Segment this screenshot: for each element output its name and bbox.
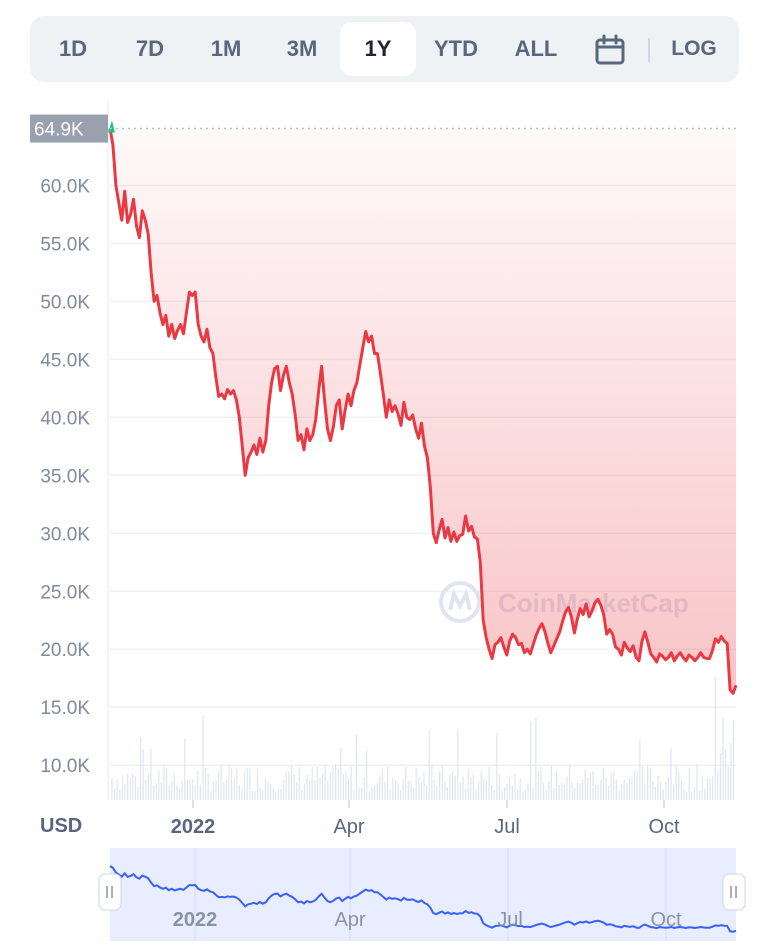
price-area-fill	[110, 128, 736, 694]
x-axis-labels: 2022 Apr Jul Oct	[171, 816, 680, 838]
max-price-label-box	[30, 114, 108, 143]
navigator-x-labels: 2022 Apr Jul Oct	[173, 909, 682, 931]
range-1m-button[interactable]: 1M	[210, 36, 242, 61]
y-tick-label: 20.0K	[40, 640, 90, 661]
navigator-line	[109, 865, 737, 933]
navigator-x-label: Jul	[497, 909, 523, 931]
range-3m-button[interactable]: 3M	[286, 36, 318, 61]
high-point-marker	[108, 120, 115, 133]
toolbar-divider	[648, 38, 650, 62]
y-tick-label: 45.0K	[40, 350, 90, 371]
range-1y-button[interactable]: 1Y	[340, 22, 416, 76]
x-tick-label: Apr	[333, 816, 364, 838]
navigator-x-label: 2022	[173, 909, 218, 931]
y-tick-label: 40.0K	[40, 408, 90, 429]
time-range-toolbar: 1D 7D 1M 3M 1Y YTD ALL LOG	[30, 16, 739, 82]
navigator-left-handle[interactable]	[98, 873, 122, 911]
y-tick-label: 35.0K	[40, 466, 90, 487]
y-tick-label: 55.0K	[40, 234, 90, 255]
y-tick-label: 15.0K	[40, 698, 90, 719]
currency-label: USD	[40, 815, 82, 837]
y-tick-label: 10.0K	[40, 756, 90, 777]
range-1d-button[interactable]: 1D	[58, 36, 88, 61]
y-axis-labels: 10.0K 15.0K 20.0K 25.0K 30.0K 35.0K 40.0K 45.0K…	[40, 176, 90, 777]
x-tick-label: Jul	[494, 816, 520, 838]
navigator-x-label: Oct	[650, 909, 682, 931]
price-line	[108, 128, 738, 695]
calendar-icon[interactable]	[593, 33, 627, 67]
range-all-button[interactable]: ALL	[514, 36, 558, 61]
range-navigator[interactable]: 2022 Apr Jul Oct	[98, 848, 746, 941]
x-tick-label: Oct	[648, 816, 680, 838]
y-tick-label: 30.0K	[40, 524, 90, 545]
volume-bars	[111, 676, 735, 800]
log-scale-button[interactable]: LOG	[671, 37, 717, 60]
range-ytd-button[interactable]: YTD	[434, 36, 478, 61]
watermark-logo	[439, 581, 481, 623]
y-tick-label: 25.0K	[40, 582, 90, 603]
y-tick-label: 50.0K	[40, 292, 90, 313]
y-tick-label: 60.0K	[40, 176, 90, 197]
range-7d-button[interactable]: 7D	[135, 36, 165, 61]
max-price-label: 64.9K	[34, 120, 84, 141]
navigator-right-handle[interactable]	[722, 873, 746, 911]
x-tick-label: 2022	[171, 816, 216, 838]
navigator-x-label: Apr	[334, 909, 365, 931]
